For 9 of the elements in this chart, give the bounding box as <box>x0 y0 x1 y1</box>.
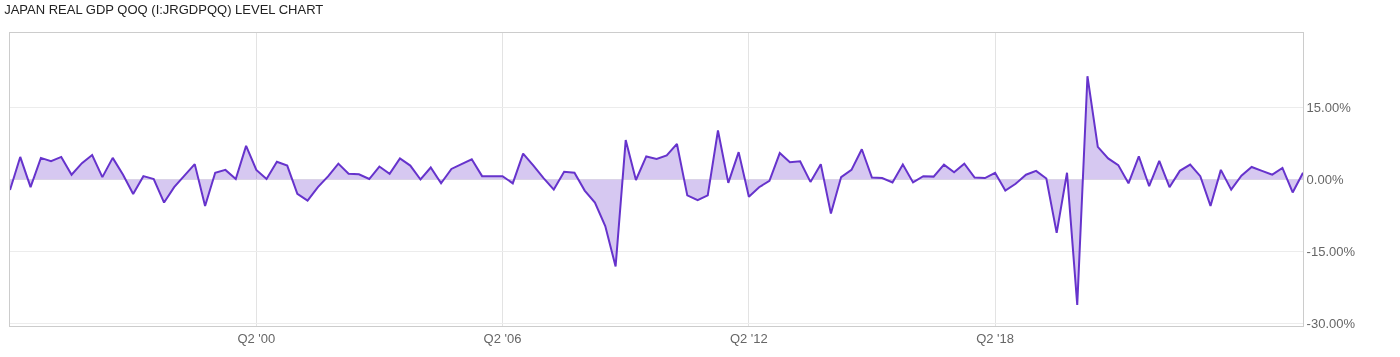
chart-title: JAPAN REAL GDP QOQ (I:JRGDPQQ) LEVEL CHART <box>4 2 324 18</box>
x-tick-label: Q2 '18 <box>976 330 1015 346</box>
y-tick-label: -30.00% <box>1306 316 1356 332</box>
y-tick-label: 15.00% <box>1306 100 1352 115</box>
x-tick-label: Q2 '06 <box>483 330 522 346</box>
x-tick-label: Q2 '12 <box>729 330 768 346</box>
y-tick-label: -15.00% <box>1306 244 1356 260</box>
y-tick-label: 0.00% <box>1306 172 1344 188</box>
x-tick-label: Q2 '00 <box>237 330 276 346</box>
